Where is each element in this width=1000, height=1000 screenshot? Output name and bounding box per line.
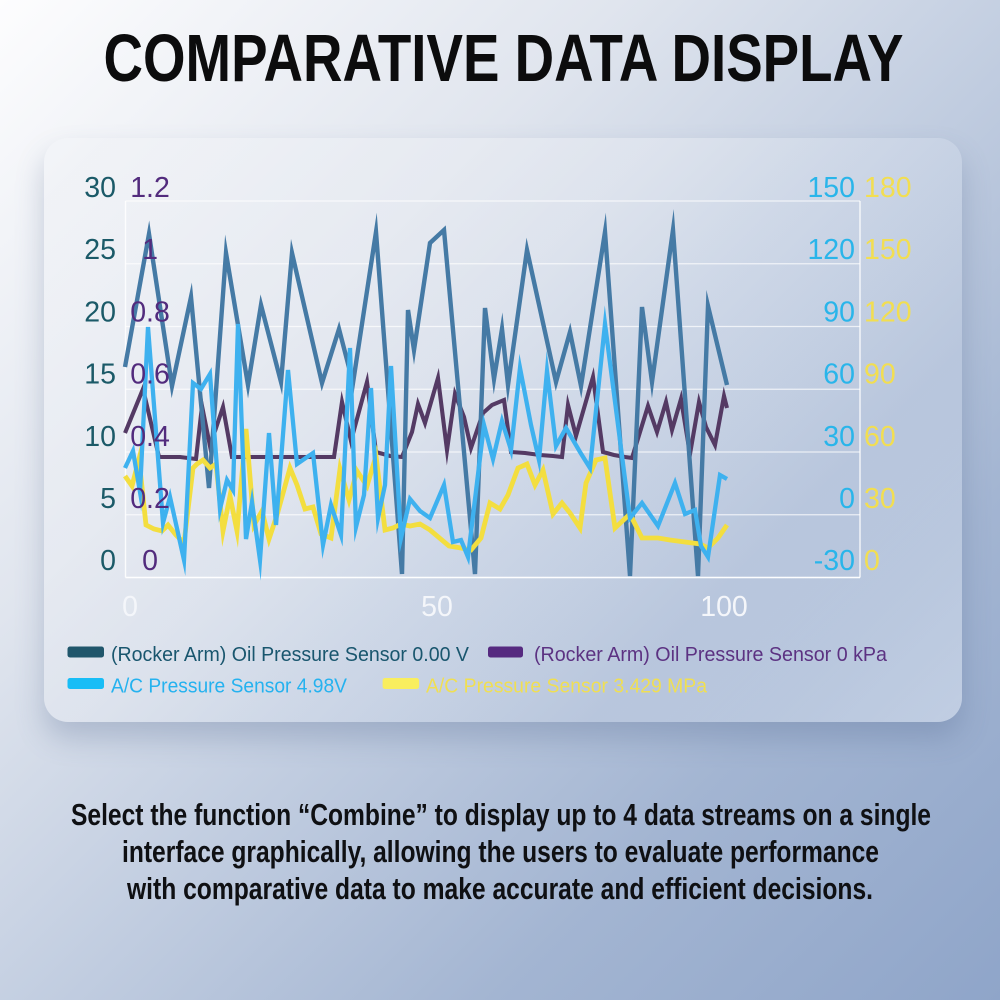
svg-text:0: 0 [100,545,116,577]
svg-text:A/C Pressure Sensor 3.429 MPa: A/C Pressure Sensor 3.429 MPa [426,675,708,698]
svg-text:0: 0 [839,483,855,515]
svg-text:0: 0 [864,545,880,577]
svg-text:0.8: 0.8 [130,296,170,328]
svg-text:15: 15 [84,359,116,391]
svg-text:0: 0 [122,591,138,623]
svg-text:COMPARATIVE DATA DISPLAY: COMPARATIVE DATA DISPLAY [104,21,904,96]
svg-text:A/C Pressure Sensor 4.98V: A/C Pressure Sensor 4.98V [111,675,347,698]
svg-text:Select the function “Combine”: Select the function “Combine” to display… [71,798,931,832]
svg-text:90: 90 [823,296,855,328]
svg-text:interface graphically, allowin: interface graphically, allowing the user… [122,835,879,869]
svg-text:150: 150 [864,234,912,266]
svg-text:90: 90 [864,359,896,391]
svg-text:5: 5 [100,483,116,515]
svg-text:30: 30 [84,172,116,204]
svg-text:50: 50 [421,591,453,623]
svg-text:120: 120 [807,234,855,266]
svg-text:-30: -30 [814,545,855,577]
svg-text:1.2: 1.2 [130,172,170,204]
svg-text:0.6: 0.6 [130,359,170,391]
svg-text:0.2: 0.2 [130,483,170,515]
svg-text:60: 60 [864,421,896,453]
svg-text:10: 10 [84,421,116,453]
svg-text:120: 120 [864,296,912,328]
svg-text:20: 20 [84,296,116,328]
svg-text:0: 0 [142,545,158,577]
svg-text:180: 180 [864,172,912,204]
svg-text:0.4: 0.4 [130,421,170,453]
svg-text:25: 25 [84,234,116,266]
svg-text:1: 1 [142,234,158,266]
svg-text:100: 100 [700,591,748,623]
svg-text:150: 150 [807,172,855,204]
svg-text:60: 60 [823,359,855,391]
svg-text:with comparative data to make: with comparative data to make accurate a… [126,872,873,906]
svg-text:(Rocker Arm) Oil Pressure Sens: (Rocker Arm) Oil Pressure Sensor 0.00 V [111,643,469,666]
svg-text:30: 30 [864,483,896,515]
svg-text:(Rocker Arm) Oil Pressure Sens: (Rocker Arm) Oil Pressure Sensor 0 kPa [534,643,888,666]
svg-text:30: 30 [823,421,855,453]
